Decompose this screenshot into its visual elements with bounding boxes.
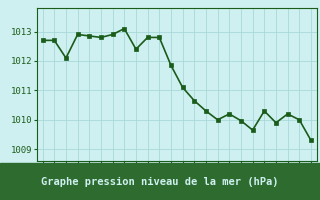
Text: Graphe pression niveau de la mer (hPa): Graphe pression niveau de la mer (hPa) <box>41 176 279 187</box>
